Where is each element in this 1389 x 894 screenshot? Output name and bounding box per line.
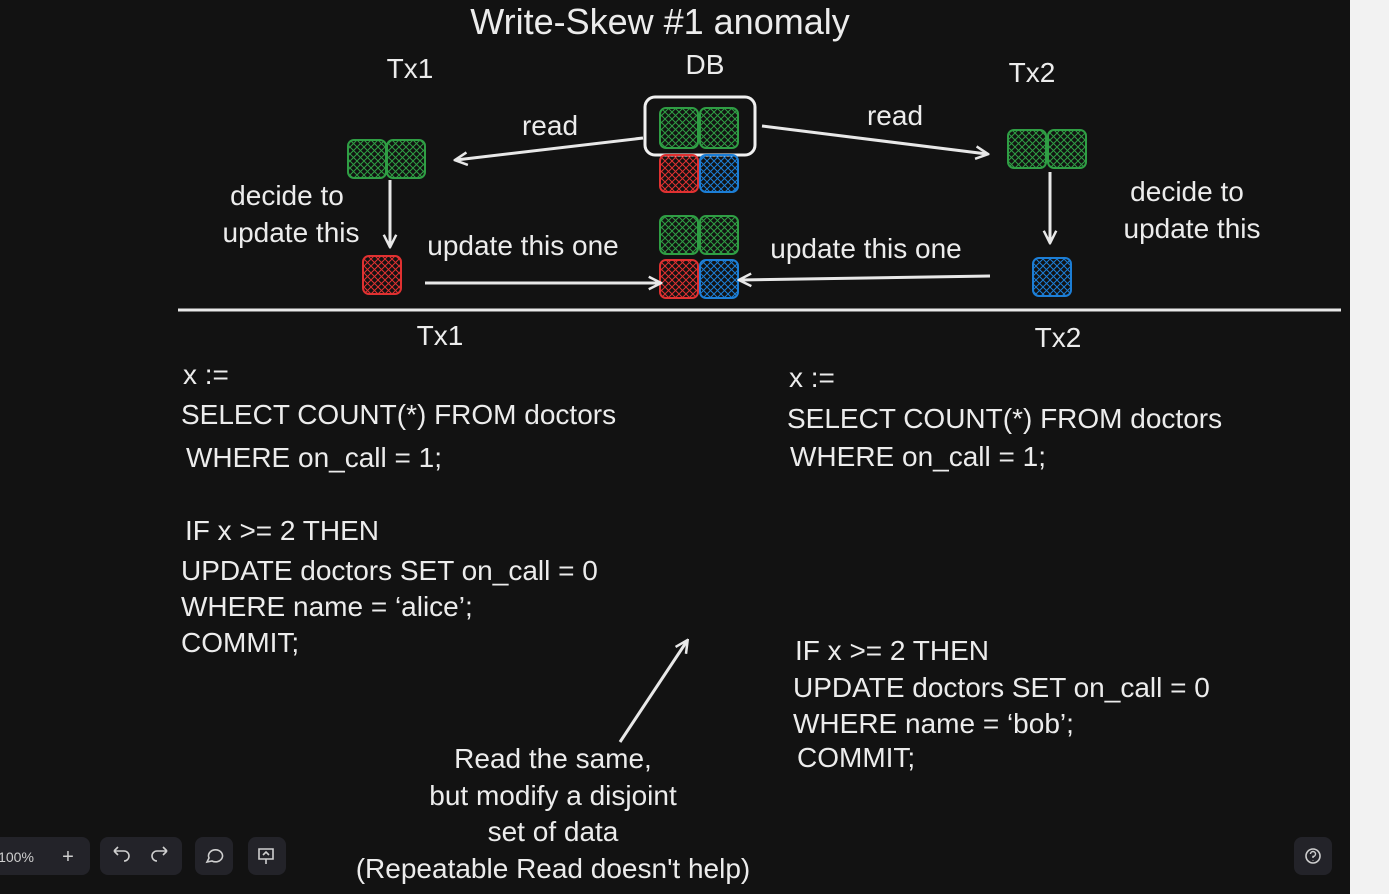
- cell: [699, 107, 739, 149]
- cell: [659, 215, 699, 255]
- cell: [362, 255, 402, 295]
- arrow: [740, 276, 991, 280]
- zoom-level[interactable]: 100%: [0, 849, 34, 865]
- cell: [659, 259, 699, 299]
- code-line: UPDATE doctors SET on_call = 0: [181, 555, 598, 586]
- undo[interactable]: [113, 846, 130, 862]
- code-line: COMMIT;: [797, 742, 915, 773]
- tx1-code: x := SELECT COUNT(*) FROM doctors WHERE …: [181, 359, 616, 658]
- note-line: set of data: [488, 816, 619, 847]
- code-line: WHERE on_call = 1;: [790, 441, 1046, 472]
- cell: [347, 139, 387, 179]
- zoom-in[interactable]: +: [62, 846, 74, 868]
- cell: [386, 139, 426, 179]
- label: Tx1: [417, 320, 464, 351]
- note-line: (Repeatable Read doesn't help): [356, 853, 751, 884]
- help-icon: [1305, 848, 1321, 864]
- label: update this one: [770, 233, 962, 264]
- arrow: [761, 124, 987, 154]
- code-line: WHERE name = ‘bob’;: [793, 708, 1074, 739]
- arrow: [618, 641, 687, 743]
- label: update this one: [427, 230, 619, 261]
- history-group: [100, 837, 182, 875]
- present-icon: [258, 848, 274, 864]
- arrows: [178, 124, 1341, 743]
- cell: [699, 215, 739, 255]
- cell: [1032, 257, 1072, 297]
- label: Tx2: [1035, 322, 1082, 353]
- db-box: [643, 95, 757, 157]
- edge: [1350, 0, 1389, 894]
- code-line: x :=: [789, 362, 835, 393]
- zoom-group: [0, 837, 90, 875]
- code-line: UPDATE doctors SET on_call = 0: [793, 672, 1210, 703]
- cells: [347, 95, 1087, 299]
- label: read: [867, 100, 923, 131]
- arrow: [456, 136, 644, 160]
- present-button[interactable]: [248, 837, 286, 875]
- code-line: SELECT COUNT(*) FROM doctors: [787, 403, 1222, 434]
- comment-icon: [205, 849, 224, 864]
- toolbar: 100% +: [0, 837, 1332, 875]
- label: update this: [1124, 213, 1261, 244]
- tx2-code: x := SELECT COUNT(*) FROM doctors WHERE …: [787, 362, 1222, 773]
- label: DB: [686, 49, 725, 80]
- note-line: Read the same,: [454, 743, 652, 774]
- redo[interactable]: [151, 846, 168, 862]
- code-line: IF x >= 2 THEN: [185, 515, 379, 546]
- label: read: [522, 110, 578, 141]
- cell: [1047, 129, 1087, 169]
- note: Read the same, but modify a disjoint set…: [356, 743, 751, 884]
- code-line: WHERE on_call = 1;: [186, 442, 442, 473]
- code-line: COMMIT;: [181, 627, 299, 658]
- label: decide to: [1130, 176, 1244, 207]
- code-line: x :=: [183, 359, 229, 390]
- comment-button[interactable]: [195, 837, 233, 875]
- code-line: WHERE name = ‘alice’;: [181, 591, 473, 622]
- note-line: but modify a disjoint: [429, 780, 677, 811]
- code-line: SELECT COUNT(*) FROM doctors: [181, 399, 616, 430]
- cell: [659, 107, 699, 149]
- label: Tx1: [387, 53, 434, 84]
- label: Tx2: [1009, 57, 1056, 88]
- cell: [659, 154, 699, 193]
- label: update this: [223, 217, 360, 248]
- label: decide to: [230, 180, 344, 211]
- code-line: IF x >= 2 THEN: [795, 635, 989, 666]
- cell: [699, 259, 739, 299]
- title: Write-Skew #1 anomaly: [470, 1, 849, 42]
- cell: [1007, 129, 1047, 169]
- help-mark: [1309, 850, 1317, 861]
- cell: [699, 154, 739, 193]
